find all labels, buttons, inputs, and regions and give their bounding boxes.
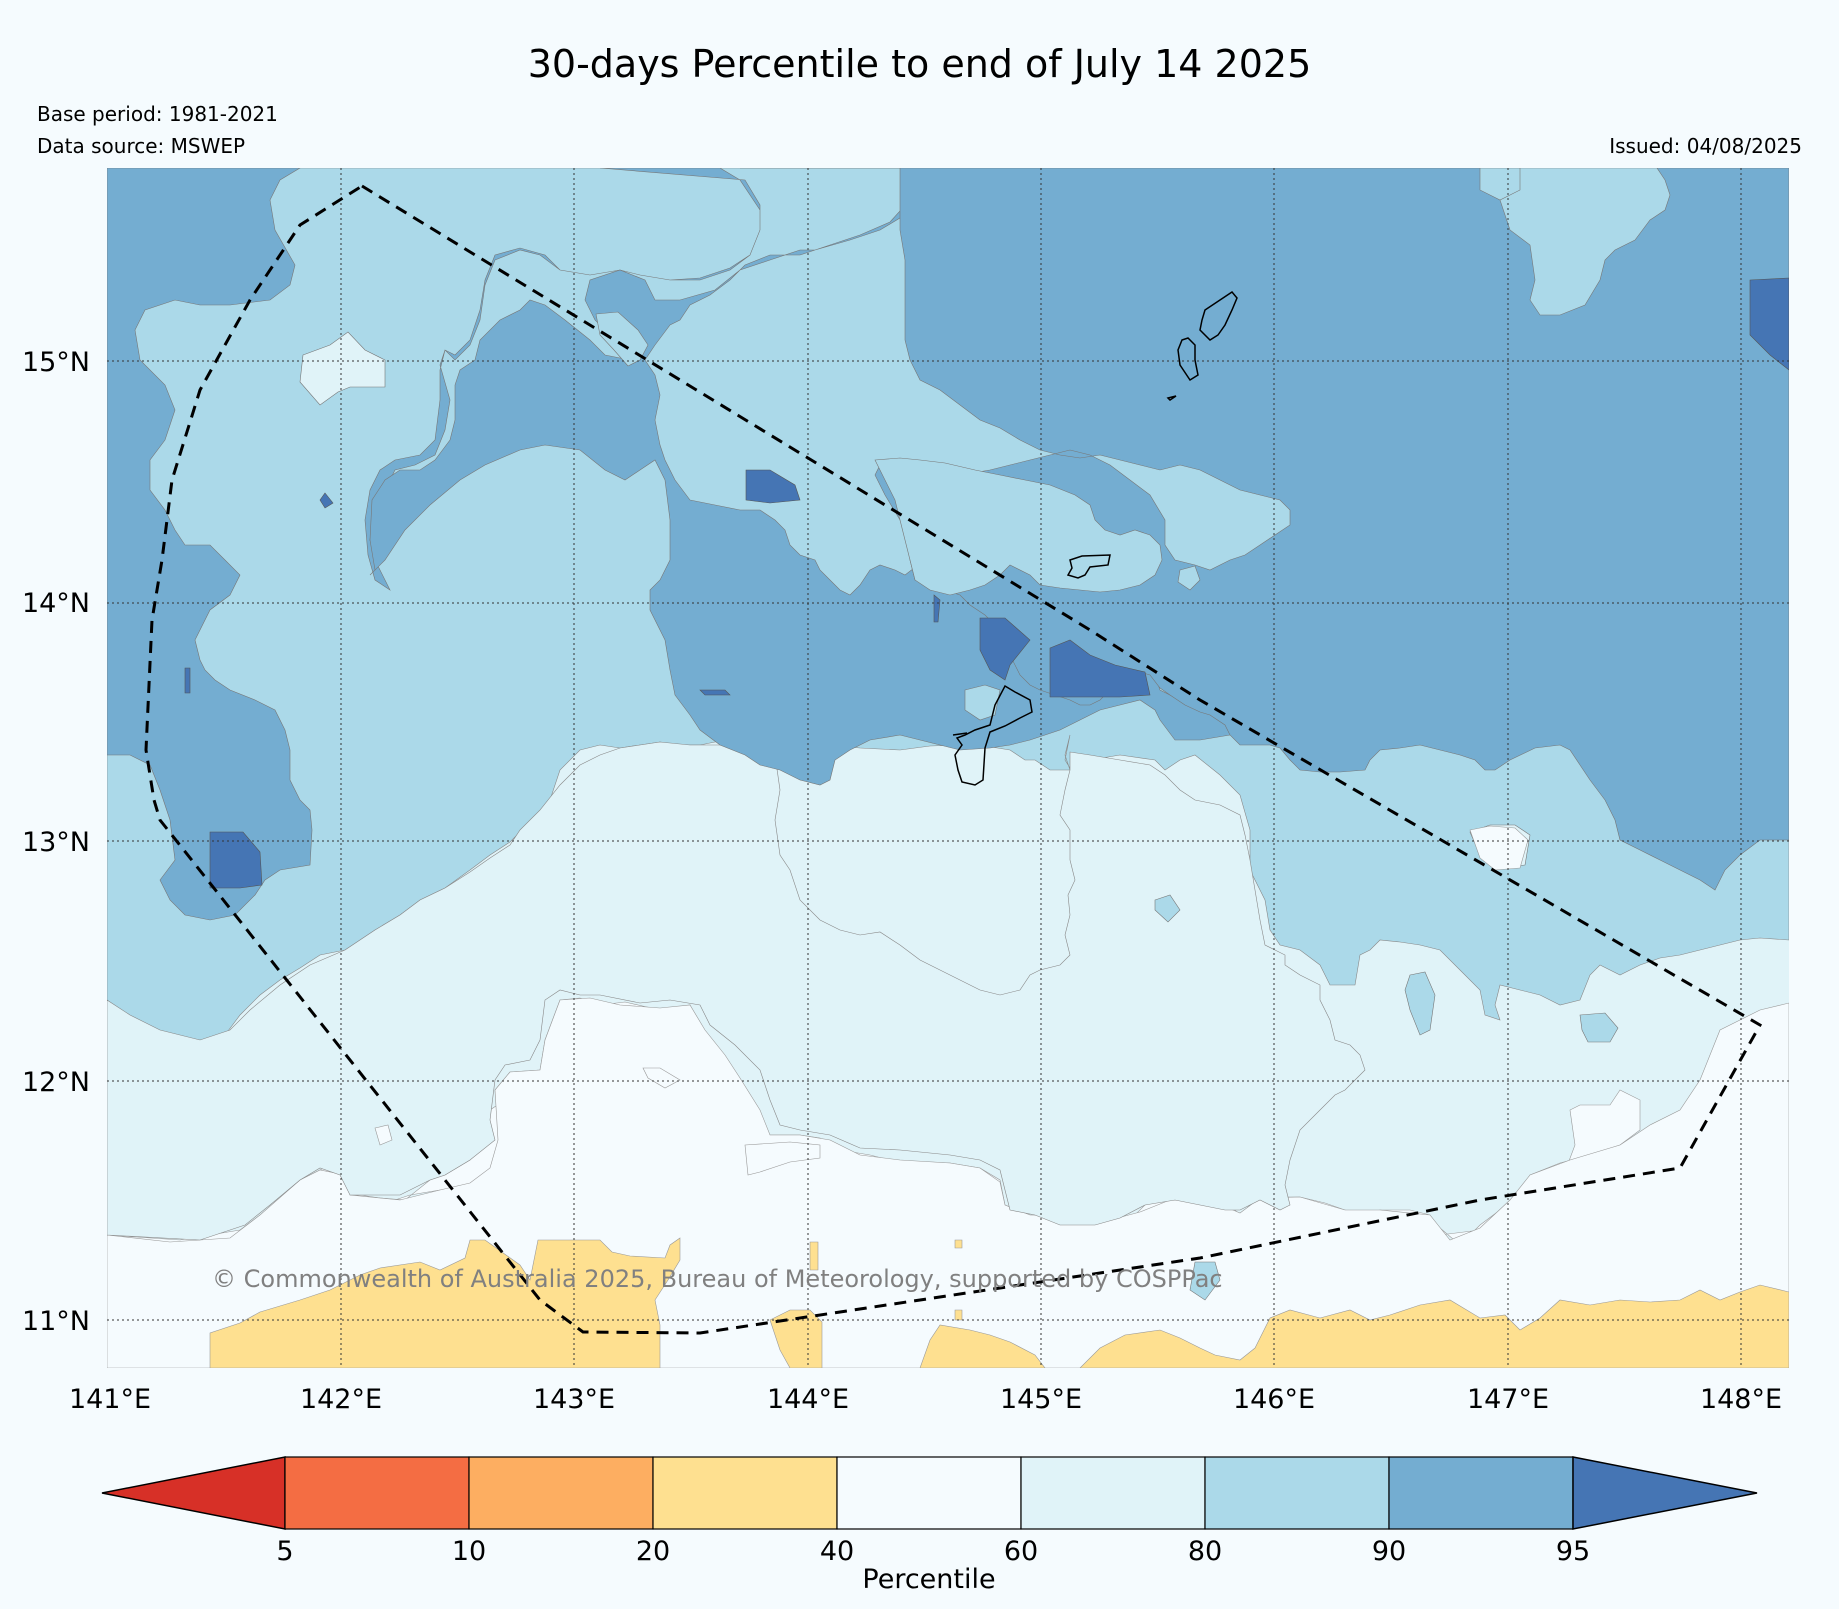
data-source-text: Data source: MSWEP <box>37 134 246 158</box>
colorbar-segment <box>836 1456 1022 1530</box>
colorbar-tick-label: 60 <box>1004 1536 1038 1567</box>
colorbar-extend-high <box>1572 1456 1758 1530</box>
lon-label: 142°E <box>300 1384 382 1415</box>
lat-label: 14°N <box>22 588 90 619</box>
lon-label: 144°E <box>767 1384 849 1415</box>
issued-date-text: Issued: 04/08/2025 <box>1609 134 1802 158</box>
map-title: 30-days Percentile to end of July 14 202… <box>527 42 1312 86</box>
lat-label: 12°N <box>22 1067 90 1098</box>
lon-label: 146°E <box>1233 1384 1315 1415</box>
lon-label: 141°E <box>69 1384 151 1415</box>
lon-label: 147°E <box>1467 1384 1549 1415</box>
percentile-field <box>107 168 1789 1368</box>
tinian-island <box>1177 337 1199 382</box>
longitude-labels: 141°E 142°E 143°E 144°E 145°E 146°E 147°… <box>69 1384 1782 1415</box>
colorbar-label: Percentile <box>862 1564 995 1595</box>
lon-label: 143°E <box>533 1384 615 1415</box>
contour-95-plus <box>209 831 263 889</box>
graticule <box>107 168 1789 1368</box>
coastlines <box>952 291 1238 786</box>
contour-20-40 <box>209 1237 1789 1368</box>
lon-label: 145°E <box>1000 1384 1082 1415</box>
lat-label: 15°N <box>22 347 90 378</box>
latitude-labels: 15°N 14°N 13°N 12°N 11°N <box>22 347 90 1337</box>
colorbar-tick-label: 90 <box>1372 1536 1406 1567</box>
lon-label: 148°E <box>1700 1384 1782 1415</box>
copyright-text: © Commonwealth of Australia 2025, Bureau… <box>212 1265 1223 1293</box>
colorbar-segment <box>652 1456 838 1530</box>
colorbar: 5 10 20 40 60 80 90 95 <box>101 1456 1758 1567</box>
rota-island <box>1066 554 1111 579</box>
guam-island <box>954 684 1033 786</box>
colorbar-tick-label: 95 <box>1556 1536 1590 1567</box>
colorbar-segment <box>1388 1456 1574 1530</box>
colorbar-extend-low <box>101 1456 286 1530</box>
colorbar-segment <box>284 1456 470 1530</box>
lat-label: 11°N <box>22 1306 90 1337</box>
colorbar-segment <box>468 1456 654 1530</box>
lat-label: 13°N <box>22 827 90 858</box>
colorbar-tick-label: 80 <box>1188 1536 1222 1567</box>
saipan-island <box>1199 291 1238 341</box>
colorbar-tick-label: 10 <box>452 1536 486 1567</box>
colorbar-segment <box>1020 1456 1206 1530</box>
colorbar-tick-label: 20 <box>636 1536 670 1567</box>
base-period-text: Base period: 1981-2021 <box>37 102 278 126</box>
colorbar-segment <box>1204 1456 1390 1530</box>
colorbar-tick-label: 40 <box>820 1536 854 1567</box>
colorbar-tick-label: 5 <box>276 1536 293 1567</box>
contour-90-95 <box>107 168 761 921</box>
eez-boundary <box>144 184 1763 1335</box>
